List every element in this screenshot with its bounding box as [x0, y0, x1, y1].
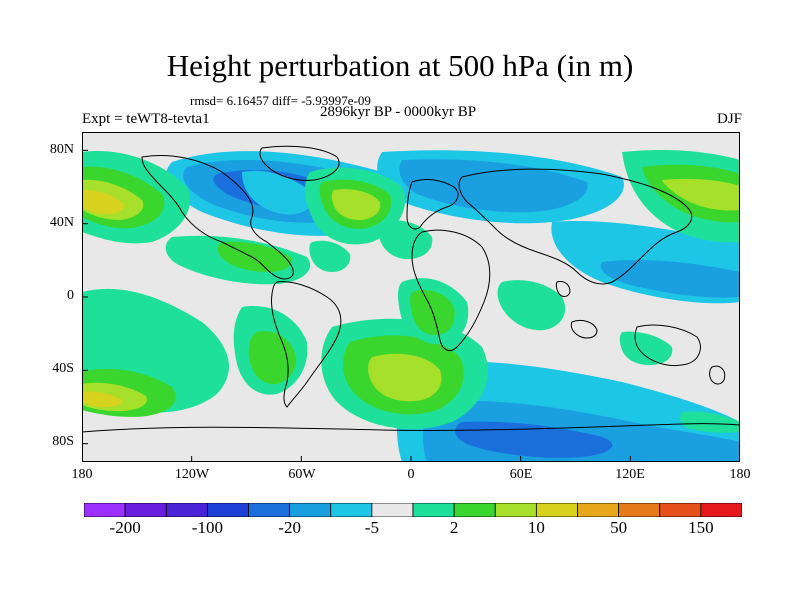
colorbar-box	[289, 503, 332, 517]
axis-ticks	[82, 149, 740, 462]
map-title: Height perturbation at 500 hPa (in m)	[166, 48, 634, 83]
colorbar-label: 150	[688, 518, 714, 537]
lat-tick-label: 80S	[52, 434, 74, 449]
colorbar-box	[577, 503, 620, 517]
height-perturbation-map	[82, 132, 740, 462]
lon-tick-label: 120W	[174, 467, 210, 482]
rmsd-diff-stats: rmsd= 6.16457 diff= -5.93997e-09	[190, 93, 371, 108]
time-period-label: 2896kyr BP - 0000kyr BP	[320, 104, 477, 120]
colorbar-box	[124, 503, 167, 517]
colorbar-label: -100	[191, 518, 223, 537]
lat-tick-label: 40N	[49, 215, 74, 230]
lat-tick-label: 0	[67, 288, 74, 303]
contour-fill-green	[82, 149, 740, 433]
colorbar-label: -200	[109, 518, 141, 537]
season-label: DJF	[716, 111, 742, 127]
colorbar-box	[165, 503, 208, 517]
colorbar-box	[535, 503, 578, 517]
colorbar-label: -5	[364, 518, 379, 537]
colorbar-label: -20	[278, 518, 301, 537]
colorbar-box	[494, 503, 537, 517]
lat-tick-label: 40S	[52, 361, 74, 376]
contour-fill-blue	[82, 150, 740, 462]
colorbar-label: 50	[610, 518, 628, 537]
lon-tick-label: 0	[407, 467, 415, 482]
colorbar-box	[659, 503, 702, 517]
colorbar	[84, 503, 742, 517]
lon-tick-label: 60E	[509, 467, 533, 482]
colorbar-box	[248, 503, 291, 517]
colorbar-box	[206, 503, 249, 517]
colorbar-box	[371, 503, 414, 517]
coastlines	[82, 145, 740, 433]
experiment-label: Expt = teWT8-tevta1	[82, 111, 210, 127]
colorbar-box	[453, 503, 496, 517]
lon-tick-label: 180	[729, 467, 751, 482]
colorbar-label: 10	[527, 518, 545, 537]
colorbar-label: 2	[449, 518, 459, 537]
colorbar-box	[700, 503, 742, 517]
lon-tick-label: 180	[71, 467, 93, 482]
colorbar-box	[330, 503, 373, 517]
colorbar-box	[412, 503, 455, 517]
lon-tick-label: 60W	[288, 467, 316, 482]
lat-tick-label: 80N	[49, 142, 74, 157]
colorbar-box	[618, 503, 661, 517]
lon-tick-label: 120E	[615, 467, 645, 482]
colorbar-box	[84, 503, 126, 517]
